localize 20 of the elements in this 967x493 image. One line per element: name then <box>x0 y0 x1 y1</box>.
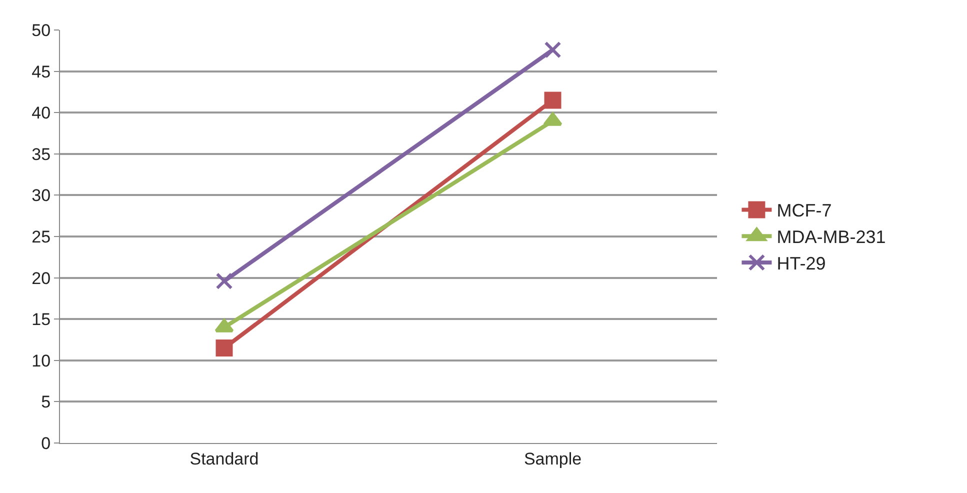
point <box>216 340 233 357</box>
legend-label: HT-29 <box>776 254 826 274</box>
point <box>216 272 233 290</box>
y-tick-label: 45 <box>32 62 51 82</box>
x-tick-label: Standard <box>190 449 259 468</box>
y-tick-label: 5 <box>41 392 51 412</box>
y-tick-label: 15 <box>32 310 51 330</box>
y-tick-label: 0 <box>41 434 51 453</box>
y-tick-label: 10 <box>32 351 51 370</box>
legend-label: MDA-MB-231 <box>776 227 886 248</box>
y-tick-label: 40 <box>32 104 51 123</box>
point <box>544 92 562 109</box>
y-tick-label: 30 <box>32 186 51 206</box>
y-tick-label: 50 <box>32 20 51 40</box>
point <box>544 41 562 58</box>
y-tick-label: 25 <box>32 227 51 246</box>
y-tick-label: 35 <box>32 144 51 164</box>
legend-label: MCF-7 <box>776 200 832 221</box>
y-tick-label: 20 <box>32 268 51 288</box>
x-tick-label: Sample <box>524 449 582 468</box>
